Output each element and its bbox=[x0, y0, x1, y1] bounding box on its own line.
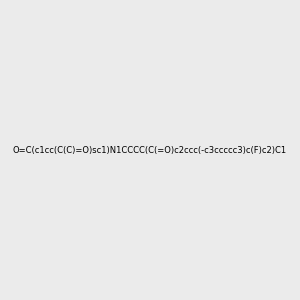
Text: O=C(c1cc(C(C)=O)sc1)N1CCCC(C(=O)c2ccc(-c3ccccc3)c(F)c2)C1: O=C(c1cc(C(C)=O)sc1)N1CCCC(C(=O)c2ccc(-c… bbox=[13, 146, 287, 154]
